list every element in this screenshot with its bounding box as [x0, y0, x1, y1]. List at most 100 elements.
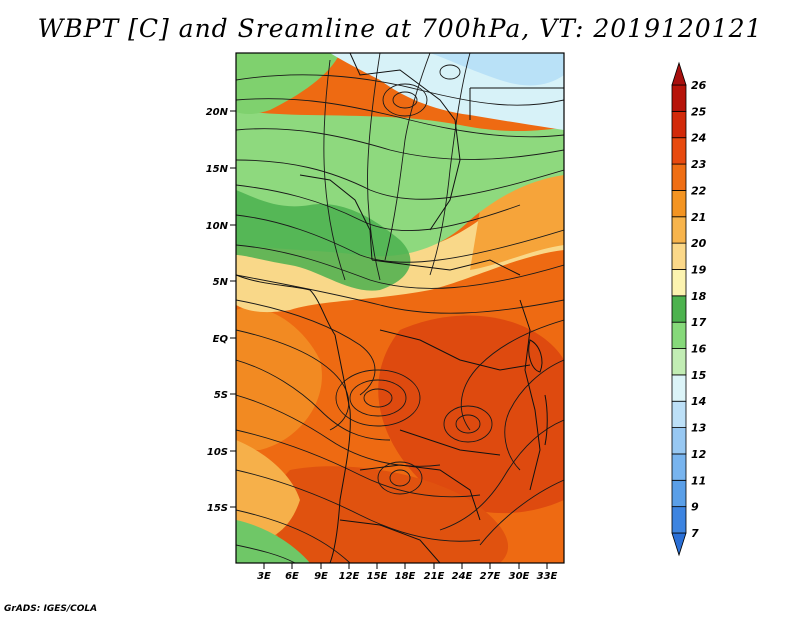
streamline [384, 53, 431, 261]
colorbar-segment [671, 427, 687, 455]
border-line [371, 259, 521, 276]
field-green-sw-corner [236, 520, 310, 563]
streamline [236, 128, 564, 160]
lat-label: 10S [207, 447, 228, 458]
colorbar-label: 12 [691, 448, 707, 461]
lon-label: 12E [339, 571, 360, 582]
lon-label: 30E [509, 571, 530, 582]
field-light-sw [236, 440, 300, 545]
vortex-east [443, 405, 493, 443]
map-frame [235, 52, 565, 564]
lon-label: 21E [424, 571, 445, 582]
footer-credit: GrADS: IGES/COLA [4, 604, 98, 614]
colorbar-segment [671, 348, 687, 376]
lon-label: 6E [285, 571, 299, 582]
colorbar-label: 16 [691, 343, 707, 356]
field-dark-core-east [378, 315, 564, 514]
colorbar-segment [671, 479, 687, 508]
border-line [359, 464, 481, 521]
colorbar-segment [671, 374, 687, 402]
lat-label: EQ [213, 334, 229, 345]
colorbar-segment [671, 163, 687, 191]
vortex-north [392, 91, 418, 109]
colorbar-label: 13 [691, 422, 707, 435]
colorbar-segment [671, 453, 687, 481]
lon-label: 27E [480, 571, 501, 582]
lon-label: 18E [395, 571, 416, 582]
lon-label: 24E [452, 571, 473, 582]
colorbar-label: 7 [691, 527, 699, 540]
colorbar-segment [671, 84, 687, 112]
colorbar-label: 19 [691, 263, 707, 276]
vortex-south [389, 469, 411, 487]
border-line [339, 519, 441, 563]
streamline [236, 329, 350, 431]
colorbar-segment [671, 110, 687, 139]
colorbar-label: 25 [691, 105, 707, 118]
streamline [429, 53, 471, 276]
field-dark-core-south [271, 466, 509, 563]
lat-label: 5N [213, 277, 229, 288]
borders [236, 53, 564, 563]
colorbar-label: 23 [691, 158, 707, 171]
lon-label: 3E [257, 571, 271, 582]
streamline [236, 98, 564, 138]
colorbar-segment [671, 216, 687, 244]
colorbar: 7 9 11 12 13 14 15 16 17 18 19 20 21 22 23 24 25 26 [671, 61, 707, 557]
streamline [236, 429, 481, 498]
streamline [504, 359, 564, 471]
colorbar-label: 20 [691, 237, 707, 250]
colorbar-segment [671, 506, 687, 534]
colorbar-segment [671, 321, 687, 349]
lat-label: 5S [214, 390, 228, 401]
border-line [379, 329, 531, 371]
coastline [236, 274, 351, 563]
streamline [236, 469, 481, 542]
lon-label: 9E [314, 571, 328, 582]
lat-ticks [230, 110, 236, 508]
lon-label: 33E [537, 571, 558, 582]
colorbar-segment [671, 61, 687, 86]
streamline [236, 214, 564, 263]
streamline [236, 359, 391, 441]
colorbar-label: 21 [691, 211, 706, 224]
border-line [349, 53, 461, 231]
vortex-north-blue [439, 64, 461, 80]
streamlines [236, 53, 564, 563]
lon-ticks [263, 563, 548, 569]
streamline [236, 509, 351, 563]
wbpt-shading [236, 53, 564, 563]
vortex-north [382, 83, 428, 117]
colorbar-segment [671, 295, 687, 323]
streamline [236, 184, 521, 232]
vortex-south [377, 461, 423, 495]
border-line [399, 429, 501, 456]
vortex-center [335, 369, 421, 427]
colorbar-label: 24 [691, 132, 706, 145]
vortex-center [363, 388, 393, 408]
field-yellow-band [236, 168, 564, 313]
map-title: WBPT [C] and Sreamline at 700hPa, VT: 20… [37, 14, 763, 43]
colorbar-segment [671, 190, 687, 218]
colorbar-label: 17 [691, 316, 707, 329]
vortex-east [455, 414, 481, 434]
lat-labels: 20N 15N 10N 5N EQ 5S 10S 15S [206, 107, 229, 514]
colorbar-label: 14 [691, 395, 706, 408]
colorbar-label: 26 [691, 79, 707, 92]
colorbar-segment [671, 400, 687, 428]
field-orange-ne [470, 172, 564, 270]
streamline [479, 479, 564, 546]
streamline [323, 59, 346, 281]
colorbar-label: 15 [691, 369, 707, 382]
streamline [236, 299, 376, 396]
lake [544, 394, 548, 446]
colorbar-segment [671, 137, 687, 165]
colorbar-label: 18 [691, 290, 707, 303]
lat-label: 15S [207, 503, 228, 514]
streamline [439, 419, 564, 531]
colorbar-segment [671, 242, 687, 270]
streamline [236, 544, 296, 563]
colorbar-segment [671, 532, 687, 557]
lake [528, 339, 543, 373]
